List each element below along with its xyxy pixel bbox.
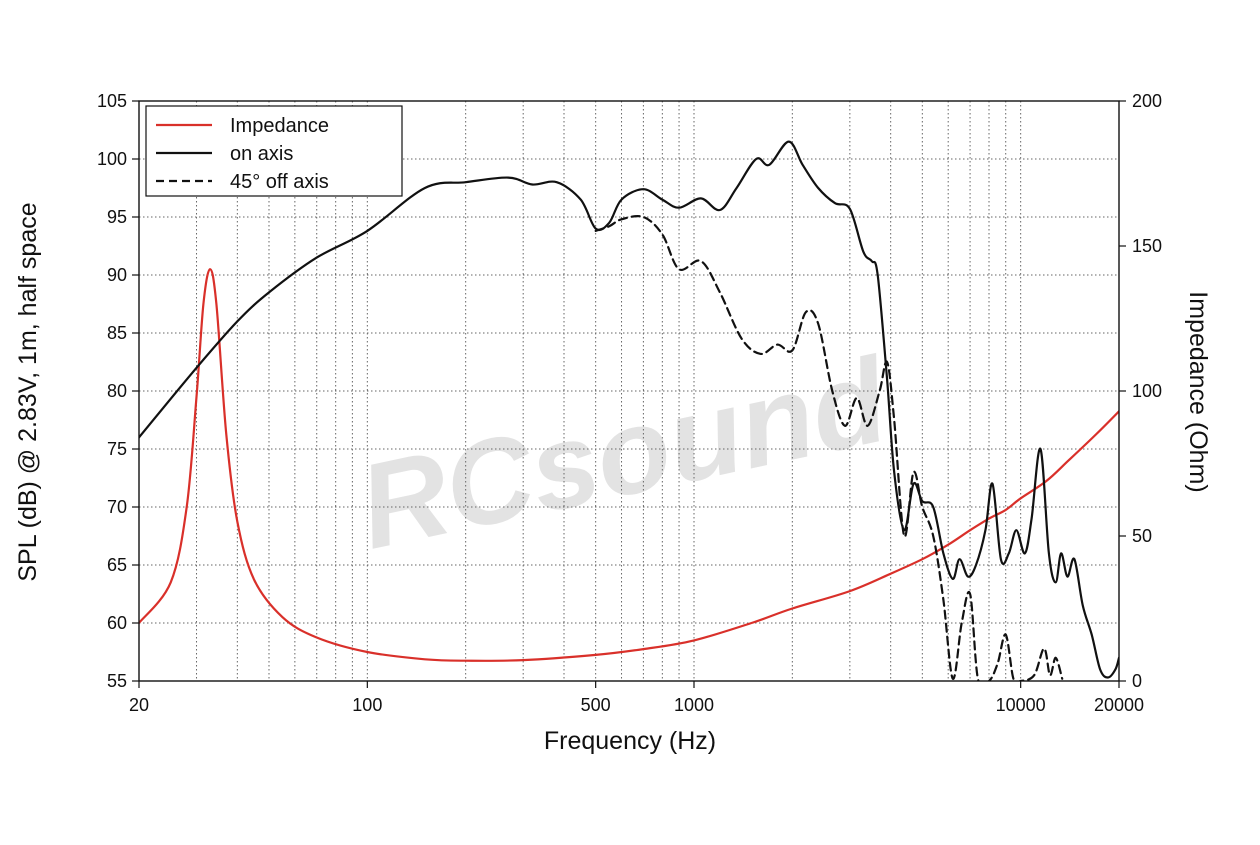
y-tick-label: 70 xyxy=(107,497,127,517)
series-group xyxy=(139,140,1119,681)
y-tick-label: 85 xyxy=(107,323,127,343)
x-tick-label: 20000 xyxy=(1094,695,1144,715)
x-tick-label: 20 xyxy=(129,695,149,715)
watermark: RCsound xyxy=(348,332,900,575)
y2-tick-label: 200 xyxy=(1132,91,1162,111)
y2-tick-label: 0 xyxy=(1132,671,1142,691)
legend-label: on axis xyxy=(230,143,293,165)
x-tick-label: 1000 xyxy=(674,695,714,715)
y-tick-label: 100 xyxy=(97,149,127,169)
x-tick-label: 10000 xyxy=(996,695,1046,715)
y-tick-label: 90 xyxy=(107,265,127,285)
y2-tick-label: 150 xyxy=(1132,236,1162,256)
x-tick-label: 100 xyxy=(352,695,382,715)
legend-label: 45° off axis xyxy=(230,171,329,193)
series-line-on-axis xyxy=(139,140,1119,679)
y-tick-label: 95 xyxy=(107,207,127,227)
legend: Impedance on axis 45° off axis xyxy=(145,105,403,197)
y-tick-label: 60 xyxy=(107,613,127,633)
y-tick-label: 80 xyxy=(107,381,127,401)
x-axis-title: Frequency (Hz) xyxy=(544,727,716,755)
y2-tick-label: 50 xyxy=(1132,526,1152,546)
y-tick-label: 55 xyxy=(107,671,127,691)
watermark-text: RCsound xyxy=(348,332,900,575)
tick-labels: 55 60 65 70 75 80 85 90 95 100 105 0 50 100 150 200 20 10… xyxy=(97,91,1162,715)
y-tick-label: 105 xyxy=(97,91,127,111)
grid xyxy=(139,101,1119,681)
series-line-45-off-axis xyxy=(594,214,1064,681)
y-axis-title: SPL (dB) @ 2.83V, 1m, half space xyxy=(14,202,42,581)
y2-tick-label: 100 xyxy=(1132,381,1162,401)
y-tick-label: 75 xyxy=(107,439,127,459)
y-tick-label: 65 xyxy=(107,555,127,575)
legend-label: Impedance xyxy=(230,115,329,137)
y2-axis-title: Impedance (Ohm) xyxy=(1184,291,1212,492)
x-tick-label: 500 xyxy=(581,695,611,715)
